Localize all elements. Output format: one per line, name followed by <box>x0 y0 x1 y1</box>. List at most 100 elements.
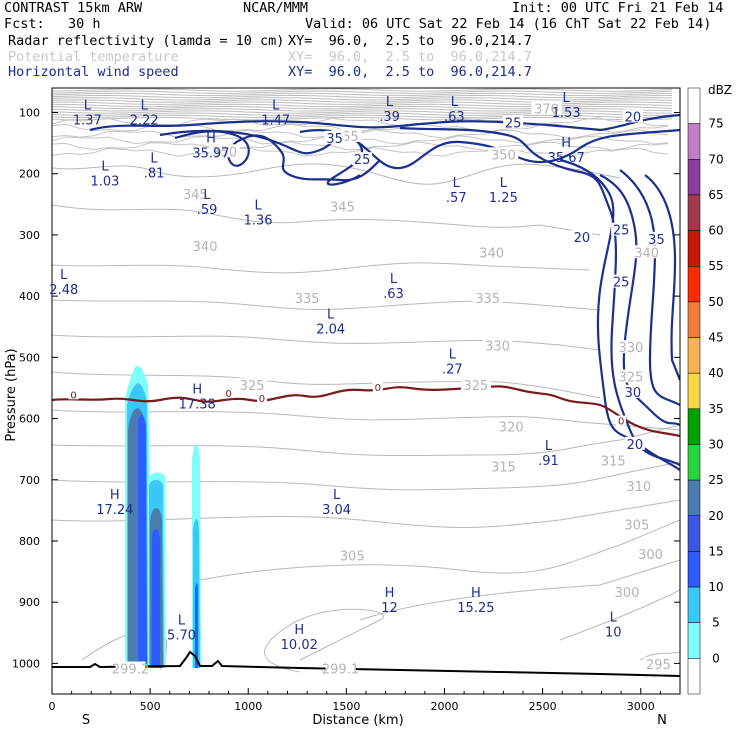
colorbar-label: 35 <box>708 402 723 416</box>
stratosphere-line <box>52 114 673 119</box>
theta-label-bg <box>496 419 527 433</box>
extremum-symbol: H <box>385 586 395 601</box>
extremum-symbol: H <box>110 488 120 503</box>
freezing-label-bg <box>616 415 627 426</box>
theta-label-bg <box>115 661 146 675</box>
extremum-value: 35.97 <box>192 146 229 161</box>
wind-label: 25 <box>505 117 522 132</box>
y-tick-label: 200 <box>19 168 40 181</box>
colorbar-swatch <box>687 372 701 410</box>
stratosphere-line <box>52 94 673 99</box>
x-tick-label: 1000 <box>234 700 262 713</box>
x-tick-label: 2500 <box>529 700 557 713</box>
theta-label-bg <box>643 657 674 671</box>
theta-label: 310 <box>626 480 651 495</box>
colorbar-label: 70 <box>708 152 723 166</box>
extremum-symbol: H <box>206 131 216 146</box>
theta-label: 299.2 <box>112 663 149 678</box>
theta-label: 305 <box>624 519 649 534</box>
stratosphere-line <box>52 88 673 92</box>
extremum-value: .63 <box>383 287 404 302</box>
theta-label: 320 <box>499 421 524 436</box>
theta-label-bg <box>190 239 221 253</box>
theta-label: 330 <box>619 341 644 356</box>
extremum-symbol: L <box>333 488 341 503</box>
theta-label-bg <box>531 101 562 115</box>
stratosphere-line <box>52 101 673 105</box>
reflectivity-cell-3-core <box>195 583 198 668</box>
north-label: N <box>657 713 667 728</box>
reflectivity-cells <box>125 365 201 668</box>
extremum-value: .63 <box>444 110 465 125</box>
extremum-symbol: L <box>500 176 508 191</box>
stratosphere-line <box>52 112 673 116</box>
extremum-value: 1.37 <box>73 113 102 128</box>
extremum-value: .57 <box>446 191 467 206</box>
freezing-label: 0 <box>618 417 624 428</box>
extremum-symbol: L <box>203 188 211 203</box>
theta-label: 299.1 <box>322 663 359 678</box>
theta-label-bg <box>635 547 666 561</box>
theta-contour-340 <box>52 262 591 274</box>
x-tick-label: 2000 <box>431 700 459 713</box>
extremum-value: .81 <box>144 167 165 182</box>
stratosphere-line <box>52 108 673 112</box>
colorbar-label: 40 <box>708 366 723 380</box>
theta-label-bg <box>612 585 643 598</box>
terrain-line <box>52 650 680 677</box>
theta-contour-310 <box>52 461 680 491</box>
theta-label-bg <box>598 453 629 467</box>
theta-label: 350 <box>491 148 516 163</box>
y-tick-label: 600 <box>19 413 40 426</box>
theta-contour-300b <box>559 589 680 641</box>
stratosphere-line <box>52 116 673 121</box>
colorbar-swatch <box>687 230 701 267</box>
y-tick-label: 300 <box>19 229 40 242</box>
theta-label-bg <box>623 479 654 493</box>
y-tick-label: 400 <box>19 290 40 303</box>
extremum-value: 17.24 <box>96 503 133 518</box>
freezing-label-bg <box>256 392 267 403</box>
extremum-value: .27 <box>442 362 463 377</box>
extremum-symbol: L <box>563 91 571 106</box>
wind-label: 20 <box>574 231 591 246</box>
extremum-value: 17.38 <box>179 397 216 412</box>
upper-theta-line <box>52 141 669 151</box>
extremum-symbol: L <box>545 439 553 454</box>
x-axis-title: Distance (km) <box>312 713 403 728</box>
reflectivity-cell-2-inner <box>152 528 160 668</box>
extremum-symbol: L <box>449 347 457 362</box>
colorbar-label: 50 <box>708 295 723 309</box>
wind-contour-30-inner <box>619 169 680 406</box>
field-xy-wind: XY= 96.0, 2.5 to 96.0,214.7 <box>288 64 532 80</box>
wind-contour-20-upper <box>89 113 680 132</box>
extremum-symbol: L <box>386 95 394 110</box>
colorbar-swatch <box>687 586 701 623</box>
x-tick-label: 3000 <box>627 700 655 713</box>
colorbar-label: 45 <box>708 331 723 345</box>
wind-contour-35-inner <box>644 174 680 381</box>
stratosphere-line <box>52 92 673 97</box>
extremum-value: 15.25 <box>457 601 494 616</box>
theta-label-bg <box>237 378 268 392</box>
extremum-symbol: L <box>141 98 149 113</box>
wind-label: 25 <box>613 276 630 291</box>
extremum-value: 2.22 <box>130 113 159 128</box>
extremum-symbol: L <box>451 95 459 110</box>
colorbar-swatch <box>687 265 701 303</box>
field-name-reflectivity: Radar reflectivity (lamda = 10 cm) <box>8 33 285 49</box>
south-label: S <box>82 713 90 728</box>
y-tick-label: 700 <box>19 474 40 487</box>
colorbar-unit: dBZ <box>708 83 732 97</box>
theta-label: 315 <box>601 454 626 469</box>
reflectivity-cell-1-inner <box>138 415 147 668</box>
wind-label-bg <box>622 384 643 398</box>
x-tick-label: 500 <box>140 700 161 713</box>
extremum-value: 35.67 <box>548 151 585 166</box>
extremum-symbol: H <box>192 382 202 397</box>
y-tick-label: 1000 <box>12 657 40 670</box>
stratosphere-line <box>52 97 673 101</box>
extremum-value: 12 <box>381 601 398 616</box>
theta-label-bg <box>488 147 519 161</box>
